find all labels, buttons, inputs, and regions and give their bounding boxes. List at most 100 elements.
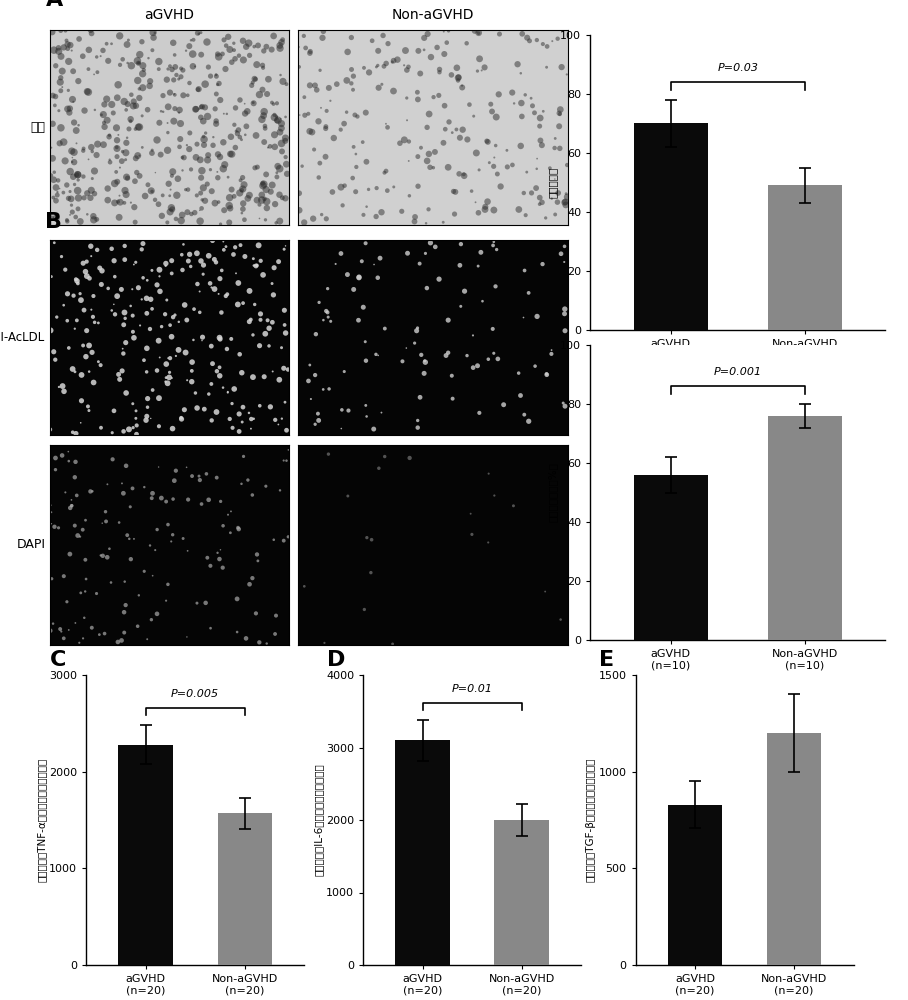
Point bbox=[203, 558, 218, 574]
Point bbox=[340, 44, 355, 60]
Point bbox=[114, 632, 129, 648]
Text: DAPI: DAPI bbox=[16, 538, 45, 552]
Point bbox=[144, 612, 159, 628]
Point bbox=[257, 191, 271, 207]
Point bbox=[54, 447, 69, 463]
Point bbox=[490, 351, 505, 367]
Point bbox=[62, 622, 76, 638]
Point bbox=[335, 402, 350, 418]
Point bbox=[82, 337, 96, 353]
Text: A: A bbox=[45, 0, 63, 10]
Point bbox=[441, 345, 456, 361]
Point bbox=[122, 421, 136, 437]
Point bbox=[113, 160, 127, 176]
Point bbox=[337, 116, 351, 132]
Point bbox=[44, 140, 58, 156]
Point bbox=[522, 33, 537, 49]
Point bbox=[493, 178, 508, 194]
Point bbox=[77, 190, 92, 206]
Point bbox=[371, 460, 386, 476]
Point bbox=[171, 171, 185, 187]
Point bbox=[87, 102, 102, 118]
Point bbox=[71, 201, 85, 217]
Point bbox=[110, 149, 124, 165]
Point bbox=[47, 519, 62, 535]
Point bbox=[109, 120, 123, 136]
Point bbox=[53, 74, 67, 90]
Point bbox=[111, 127, 125, 143]
Point bbox=[72, 117, 86, 133]
Point bbox=[436, 214, 450, 230]
Point bbox=[89, 49, 104, 65]
Point bbox=[243, 312, 258, 328]
Point bbox=[60, 286, 74, 302]
Point bbox=[273, 111, 288, 127]
Text: P=0.001: P=0.001 bbox=[714, 367, 762, 377]
Point bbox=[103, 152, 117, 168]
Point bbox=[94, 357, 108, 373]
Point bbox=[174, 247, 189, 263]
Point bbox=[117, 625, 132, 641]
Point bbox=[480, 134, 495, 150]
Point bbox=[279, 325, 293, 341]
Point bbox=[60, 212, 74, 228]
Point bbox=[548, 206, 562, 222]
Point bbox=[213, 493, 228, 509]
Point bbox=[93, 260, 107, 276]
Point bbox=[314, 100, 329, 116]
Point bbox=[133, 47, 147, 63]
Point bbox=[227, 188, 242, 204]
Point bbox=[256, 60, 271, 76]
Point bbox=[85, 171, 100, 187]
Point bbox=[75, 630, 90, 646]
Point bbox=[165, 421, 180, 437]
Point bbox=[378, 321, 392, 337]
Point bbox=[155, 187, 170, 203]
Point bbox=[120, 130, 134, 146]
Point bbox=[128, 121, 143, 137]
Point bbox=[121, 96, 135, 112]
Point bbox=[487, 158, 501, 174]
Point bbox=[532, 190, 547, 206]
Point bbox=[166, 491, 181, 507]
Point bbox=[102, 129, 116, 145]
Point bbox=[242, 405, 256, 421]
Point bbox=[172, 105, 186, 121]
Point bbox=[106, 296, 121, 312]
Point bbox=[235, 170, 250, 186]
Point bbox=[78, 583, 93, 599]
Point bbox=[179, 459, 193, 475]
Point bbox=[202, 275, 217, 291]
Point bbox=[519, 164, 534, 180]
Point bbox=[143, 537, 157, 553]
Point bbox=[457, 166, 471, 182]
Point bbox=[344, 61, 359, 77]
Point bbox=[56, 39, 71, 55]
Point bbox=[219, 38, 233, 54]
Point bbox=[334, 421, 349, 437]
Point bbox=[173, 69, 188, 85]
Point bbox=[334, 179, 349, 195]
Point bbox=[472, 162, 487, 178]
Point bbox=[70, 312, 84, 328]
Point bbox=[275, 190, 290, 206]
Y-axis label: 巨噬细胞内TNF-α水平（平均荧光强度）: 巨噬细胞内TNF-α水平（平均荧光强度） bbox=[36, 758, 46, 882]
Point bbox=[236, 201, 251, 217]
Point bbox=[141, 391, 155, 407]
Point bbox=[192, 472, 207, 488]
Point bbox=[192, 101, 207, 117]
Point bbox=[359, 105, 373, 121]
Point bbox=[250, 57, 264, 73]
Point bbox=[249, 127, 263, 143]
Point bbox=[178, 182, 192, 198]
Point bbox=[67, 154, 82, 170]
Point bbox=[153, 283, 167, 299]
Point bbox=[173, 410, 188, 426]
Point bbox=[184, 363, 199, 379]
Point bbox=[117, 93, 132, 109]
Point bbox=[117, 304, 132, 320]
Point bbox=[274, 135, 289, 151]
Point bbox=[89, 147, 104, 163]
Point bbox=[214, 305, 229, 321]
Point bbox=[77, 302, 92, 318]
